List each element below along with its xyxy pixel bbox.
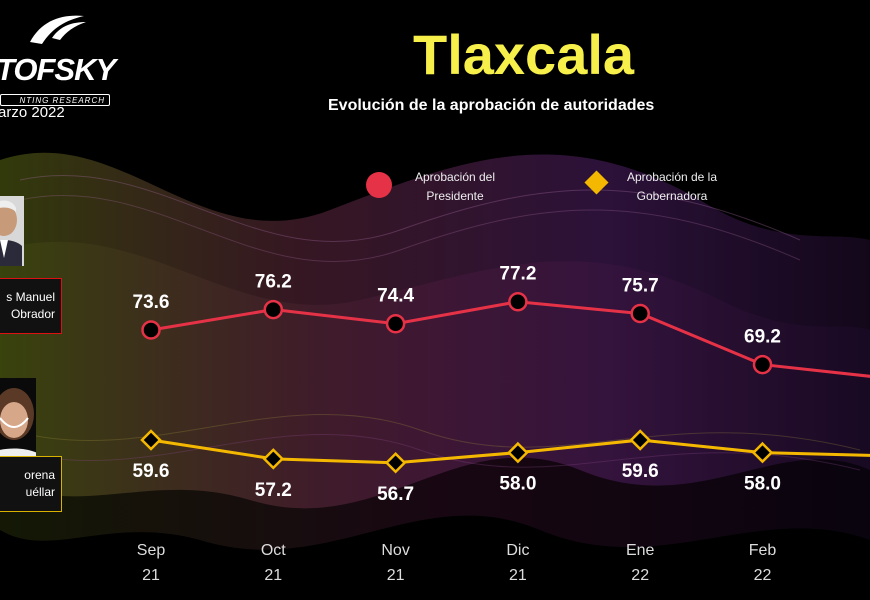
data-label: 59.6 (622, 461, 659, 482)
president-name-line2: Obrador (10, 307, 55, 321)
governor-point (629, 429, 651, 451)
president-point (508, 291, 528, 312)
legend-governor: Aprobación de la Gobernadora (612, 168, 732, 206)
data-label: 77.2 (499, 264, 536, 285)
x-tick-label-year: 22 (631, 567, 649, 584)
governor-name-card: orena uéllar (0, 456, 62, 512)
data-label: 76.2 (255, 272, 292, 293)
x-tick-label-year: 22 (754, 567, 772, 584)
legend-governor-line2: Gobernadora (636, 189, 708, 203)
x-tick-label-month: Oct (261, 542, 286, 559)
company-logo: TOFSKY NTING RESEARCH (0, 10, 120, 120)
data-label: 58.0 (499, 474, 536, 495)
brand-tagline: NTING RESEARCH (0, 94, 110, 106)
legend-president-line1: Aprobación del (414, 170, 496, 184)
governor-point (140, 429, 162, 451)
governor-point (751, 441, 774, 464)
president-point (263, 299, 284, 320)
legend-governor-line1: Aprobación de la (626, 170, 718, 184)
data-label: 56.7 (377, 484, 414, 505)
x-tick-label-month: Dic (506, 542, 529, 559)
president-point (752, 354, 773, 375)
x-tick-label-year: 21 (387, 567, 405, 584)
x-tick-label-year: 21 (509, 567, 527, 584)
president-name-card: s Manuel Obrador (0, 278, 62, 334)
x-tick-label-month: Sep (137, 542, 166, 559)
survey-date: arzo 2022 (0, 104, 65, 121)
legend-president: Aprobación del Presidente (402, 168, 508, 206)
legend-president-line2: Presidente (426, 189, 484, 203)
x-tick-label-year: 21 (142, 567, 160, 584)
data-label: 69.2 (744, 327, 781, 348)
logo-swoosh-icon (30, 15, 86, 44)
x-tick-label-month: Feb (749, 542, 777, 559)
data-label: 74.4 (377, 286, 414, 307)
governor-point (384, 452, 407, 474)
president-point (385, 313, 406, 334)
data-label: 73.6 (133, 292, 170, 313)
data-label: 58.0 (744, 474, 781, 495)
page-title: Tlaxcala (413, 23, 635, 86)
president-name-line1: s Manuel (6, 290, 55, 304)
data-label: 75.7 (622, 276, 659, 297)
president-point (630, 303, 650, 324)
data-label: 57.2 (255, 480, 292, 501)
president-point (141, 320, 161, 340)
brand-name: TOFSKY (0, 52, 116, 87)
governor-point (262, 448, 285, 470)
governor-name-line2: uéllar (25, 485, 55, 499)
president-photo (0, 196, 24, 266)
data-label: 59.6 (133, 461, 170, 482)
governor-point (507, 441, 529, 464)
x-tick-label-month: Nov (381, 542, 409, 559)
legend-president-marker (366, 172, 392, 198)
page-subtitle: Evolución de la aprobación de autoridade… (328, 97, 655, 114)
x-tick-label-year: 21 (264, 567, 282, 584)
governor-name-line1: orena (24, 468, 55, 482)
x-tick-label-month: Ene (626, 542, 655, 559)
